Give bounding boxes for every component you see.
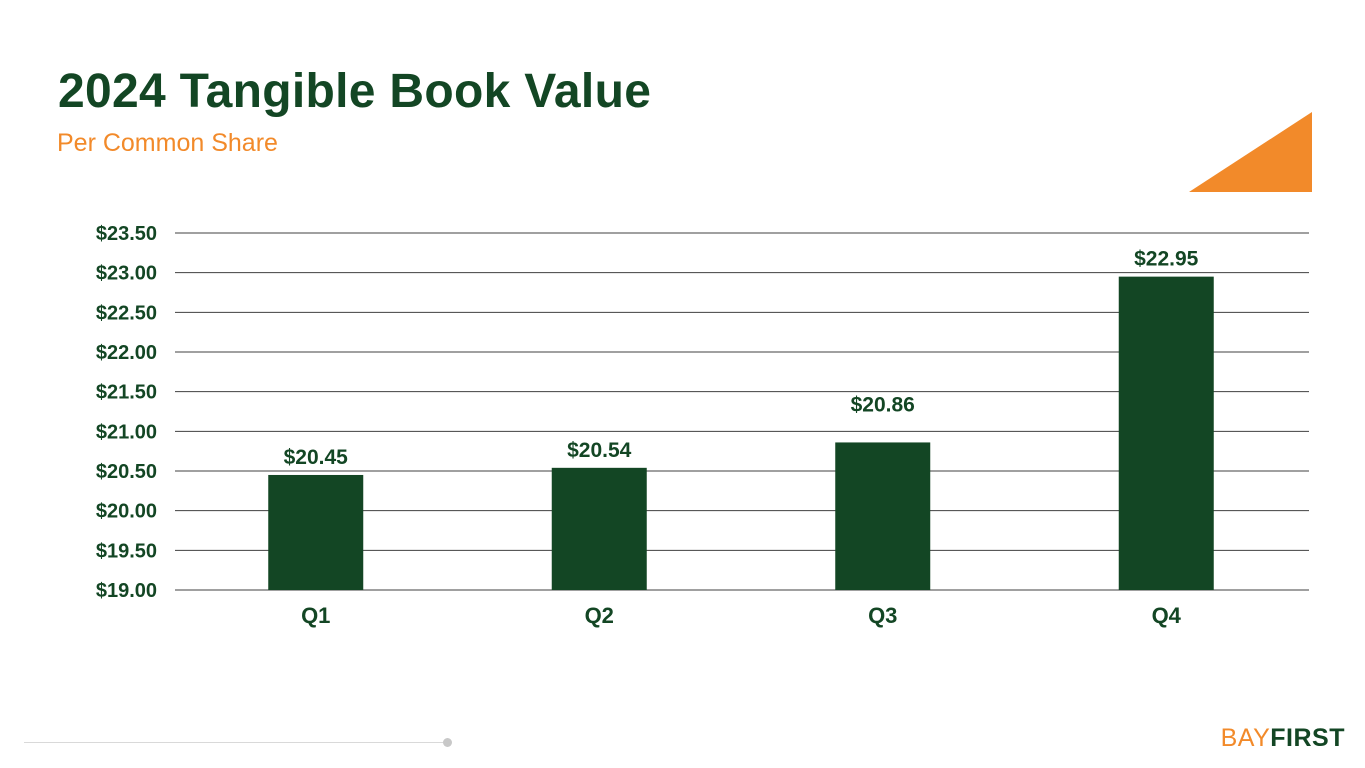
y-axis-tick-labels: $19.00 $19.50 $20.00 $20.50 $21.00 $21.50 $22.…	[96, 223, 157, 602]
logo-text-bay: BAY	[1220, 724, 1271, 752]
bar-data-labels: $20.45 $20.54 $20.86 $22.95	[284, 248, 1199, 469]
footer-progress-line	[24, 742, 448, 743]
y-tick-label: $21.00	[96, 421, 157, 443]
bar-q1	[268, 474, 364, 590]
bars	[268, 276, 1214, 590]
x-tick-label: Q1	[301, 603, 330, 628]
logo-text-first: FIRST	[1270, 724, 1345, 752]
y-tick-label: $19.00	[96, 580, 157, 602]
y-tick-label: $20.50	[96, 461, 157, 483]
data-label-q2: $20.54	[567, 439, 632, 462]
bar-q2	[551, 467, 647, 590]
corner-triangle-decoration	[1189, 112, 1312, 192]
y-tick-label: $20.00	[96, 501, 157, 523]
data-label-q3: $20.86	[851, 393, 915, 416]
y-tick-label: $23.00	[96, 263, 157, 285]
slide-title: 2024 Tangible Book Value	[58, 65, 652, 118]
slide-subtitle: Per Common Share	[57, 129, 278, 157]
bayfirst-logo: BAYFIRST	[1221, 726, 1345, 751]
x-tick-label: Q2	[585, 603, 614, 628]
x-axis-tick-labels: Q1 Q2 Q3 Q4	[301, 603, 1182, 628]
y-tick-label: $19.50	[96, 540, 157, 562]
bar-q4	[1118, 276, 1214, 590]
y-tick-label: $22.00	[96, 342, 157, 364]
y-tick-label: $21.50	[96, 382, 157, 404]
orange-triangle-shape	[1189, 112, 1312, 192]
y-tick-label: $22.50	[96, 302, 157, 324]
x-tick-label: Q3	[868, 603, 897, 628]
y-tick-label: $23.50	[96, 223, 157, 245]
bar-q3	[835, 442, 931, 590]
data-label-q4: $22.95	[1134, 248, 1199, 271]
x-tick-label: Q4	[1152, 603, 1182, 628]
footer-progress-dot	[443, 738, 452, 747]
data-label-q1: $20.45	[284, 446, 349, 469]
